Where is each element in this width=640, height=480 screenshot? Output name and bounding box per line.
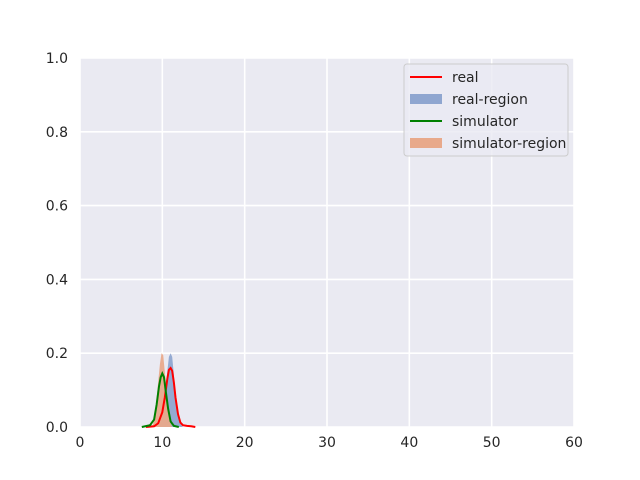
legend-swatch-real-region [410,94,442,104]
x-tick-label: 20 [236,435,254,451]
y-tick-label: 0.6 [46,199,68,215]
x-tick-label: 60 [565,435,583,451]
legend-label-simulator-region: simulator-region [452,136,566,152]
legend: real real-region simulator simulator-region [403,63,569,157]
x-tick-label: 40 [400,435,418,451]
legend-label-simulator: simulator [452,114,518,130]
series-simulator [141,371,180,428]
x-tick-label: 10 [153,435,171,451]
y-tick-label: 1.0 [46,51,68,67]
x-tick-label: 50 [483,435,501,451]
y-tick-label: 0.8 [46,125,68,141]
legend-swatch-simulator-region [410,138,442,148]
legend-box [403,63,569,157]
legend-label-real-region: real-region [452,92,528,108]
series-real [145,366,196,428]
x-tick-label: 30 [318,435,336,451]
tick-labels: 0 10 20 30 40 50 60 0.0 0.2 0.4 0.6 0.8 1.0 [46,51,583,451]
series-layer [141,353,196,428]
legend-label-real: real [452,70,479,86]
y-tick-label: 0.2 [46,346,68,362]
y-tick-label: 0.0 [46,420,68,436]
x-tick-label: 0 [76,435,85,451]
y-tick-label: 0.4 [46,272,68,288]
